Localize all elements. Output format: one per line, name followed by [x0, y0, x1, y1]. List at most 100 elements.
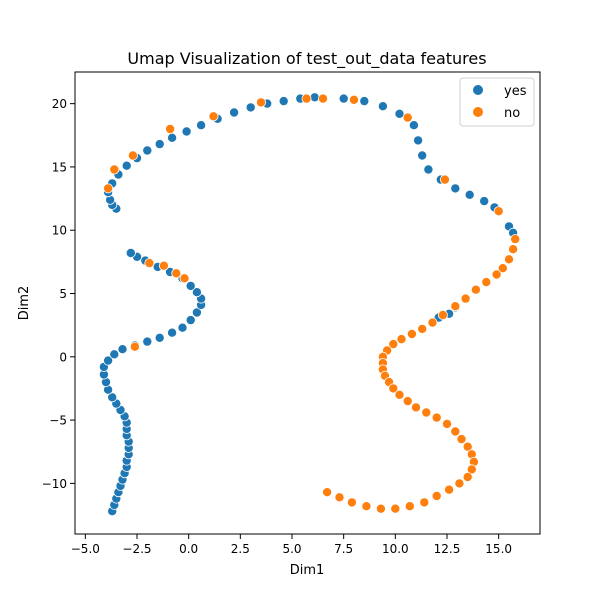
point-yes-53 — [167, 132, 178, 143]
point-no-58 — [375, 503, 386, 514]
point-no-12 — [317, 93, 328, 104]
point-no-13 — [348, 94, 359, 105]
point-yes-64 — [359, 96, 370, 107]
point-no-25 — [450, 301, 461, 312]
legend-label-no: no — [504, 106, 520, 121]
legend: yes no — [459, 77, 535, 127]
legend-label-yes: yes — [504, 84, 527, 99]
x-axis-ticks: −5.0 −2.5 0.0 2.5 5.0 7.5 10.0 12.5 15.0 — [71, 534, 512, 556]
point-yes-58 — [245, 102, 256, 113]
point-yes-73 — [464, 189, 475, 200]
y-tick-label-0: −10 — [42, 477, 67, 491]
point-no-43 — [431, 412, 442, 423]
point-no-7 — [103, 183, 114, 194]
x-tick-label-4: 5.0 — [282, 542, 301, 556]
point-yes-52 — [154, 139, 165, 150]
point-no-51 — [462, 471, 473, 482]
point-no-4 — [179, 273, 190, 284]
y-tick-label-1: −5 — [49, 414, 67, 428]
x-tick-label-8: 15.0 — [485, 542, 512, 556]
x-tick-label-6: 10.0 — [382, 542, 409, 556]
point-no-52 — [454, 478, 465, 489]
point-yes-57 — [229, 107, 240, 118]
point-no-57 — [390, 503, 401, 514]
point-no-0 — [129, 341, 140, 352]
point-no-54 — [431, 490, 442, 501]
point-yes-54 — [181, 126, 192, 137]
point-no-61 — [334, 492, 345, 503]
point-yes-36 — [185, 280, 196, 291]
point-no-55 — [419, 497, 430, 508]
legend-marker-no — [473, 107, 483, 117]
point-yes-65 — [377, 101, 388, 112]
y-tick-label-3: 5 — [59, 287, 67, 301]
y-axis-ticks: −10 −5 0 5 10 15 20 — [42, 97, 75, 491]
point-no-22 — [481, 277, 492, 288]
point-yes-28 — [154, 332, 165, 343]
point-yes-63 — [338, 93, 349, 104]
point-no-10 — [255, 97, 266, 108]
point-yes-68 — [413, 135, 424, 146]
x-tick-label-7: 12.5 — [434, 542, 461, 556]
point-yes-42 — [125, 247, 136, 258]
x-axis-label: Dim1 — [290, 563, 325, 578]
point-yes-66 — [394, 108, 405, 119]
point-yes-69 — [417, 150, 428, 161]
point-no-8 — [109, 164, 120, 175]
point-no-44 — [441, 418, 452, 429]
point-no-9 — [127, 150, 138, 161]
y-tick-label-6: 20 — [52, 97, 67, 111]
point-no-46 — [456, 434, 467, 445]
point-yes-18 — [107, 392, 118, 403]
x-tick-label-0: −5.0 — [71, 542, 100, 556]
point-no-30 — [396, 334, 407, 345]
point-yes-55 — [196, 120, 207, 131]
point-no-31 — [388, 339, 399, 350]
point-no-62 — [322, 487, 333, 498]
point-yes-51 — [142, 145, 153, 156]
point-yes-70 — [423, 164, 434, 175]
point-yes-62 — [309, 92, 320, 103]
point-no-38 — [388, 383, 399, 394]
x-tick-label-2: 0.0 — [179, 542, 198, 556]
x-tick-label-3: 2.5 — [231, 542, 250, 556]
point-no-60 — [346, 497, 357, 508]
point-yes-27 — [142, 336, 153, 347]
point-no-41 — [410, 402, 421, 413]
y-axis-label: Dim2 — [17, 286, 32, 321]
point-no-20 — [497, 263, 508, 274]
point-yes-31 — [185, 315, 196, 326]
point-no-42 — [421, 407, 432, 418]
point-no-28 — [417, 323, 428, 334]
point-no-21 — [491, 269, 502, 280]
point-no-16 — [493, 206, 504, 217]
point-yes-30 — [177, 322, 188, 333]
point-no-3 — [171, 268, 182, 279]
chart-title: Umap Visualization of test_out_data feat… — [127, 49, 486, 69]
point-no-24 — [460, 293, 471, 304]
legend-marker-yes — [473, 85, 483, 95]
point-no-14 — [402, 112, 413, 123]
point-no-17 — [510, 234, 521, 245]
point-no-2 — [158, 260, 169, 271]
point-no-26 — [437, 309, 448, 320]
x-tick-label-1: −2.5 — [122, 542, 151, 556]
point-no-45 — [450, 426, 461, 437]
point-no-19 — [503, 254, 514, 265]
y-tick-label-5: 15 — [52, 160, 67, 174]
point-no-47 — [462, 441, 473, 452]
point-no-5 — [165, 124, 176, 135]
point-no-59 — [361, 501, 372, 512]
point-no-1 — [144, 258, 155, 269]
point-yes-72 — [450, 183, 461, 194]
point-no-53 — [444, 484, 455, 495]
point-no-6 — [208, 111, 219, 122]
point-no-29 — [406, 328, 417, 339]
point-yes-24 — [109, 349, 120, 360]
point-no-39 — [394, 389, 405, 400]
point-no-11 — [301, 93, 312, 104]
point-yes-29 — [167, 327, 178, 338]
point-yes-23 — [103, 355, 114, 366]
point-yes-32 — [191, 307, 202, 318]
